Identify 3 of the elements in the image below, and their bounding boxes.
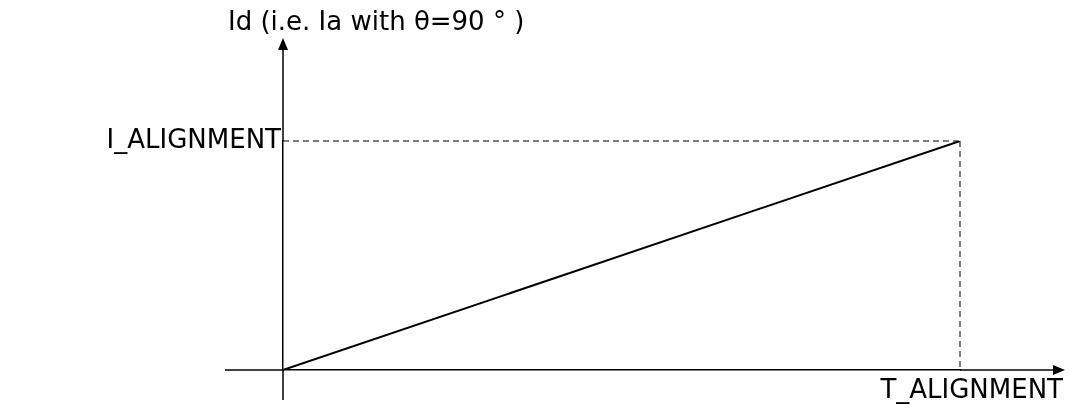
annotation: I_ALIGNMENT bbox=[106, 123, 282, 154]
y-axis-title: Id (i.e. Ia with θ=90 ° ) bbox=[228, 5, 525, 36]
text: T_ALIGNMENT bbox=[879, 373, 1064, 404]
